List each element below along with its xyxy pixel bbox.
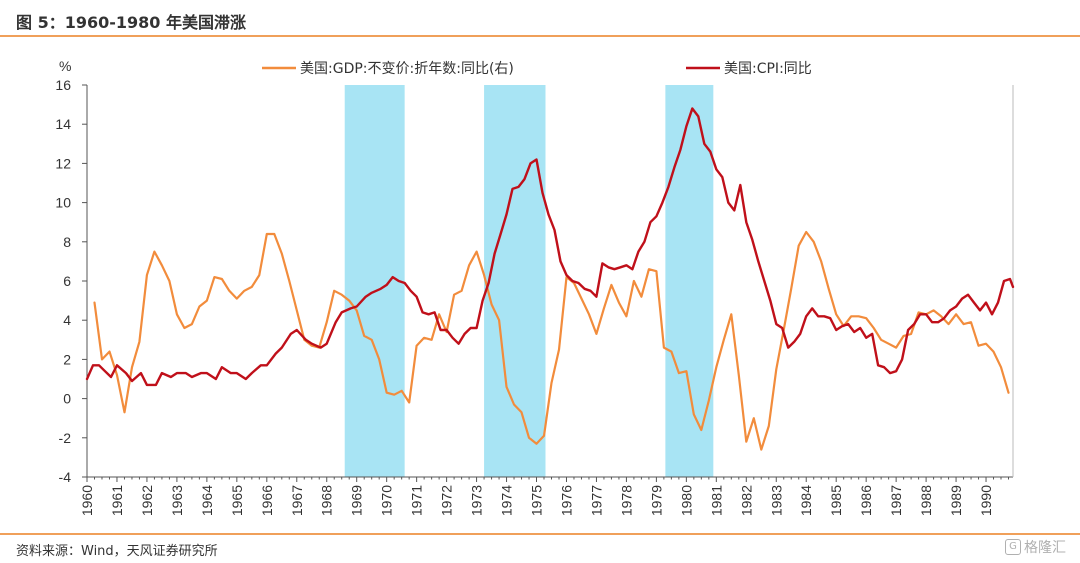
watermark-logo-icon: G (1005, 539, 1021, 555)
x-tick-label: 1971 (409, 485, 425, 516)
legend: 美国:GDP:不变价:折年数:同比(右) 美国:CPI:同比 (262, 61, 812, 77)
y-tick-label: 14 (55, 116, 71, 132)
x-tick-label: 1973 (469, 485, 485, 516)
x-tick-label: 1979 (648, 485, 664, 516)
y-tick-label: 16 (55, 77, 71, 93)
y-axis-label: % (59, 58, 71, 74)
shaded-period-2 (484, 85, 546, 477)
y-tick-label: 2 (63, 351, 71, 367)
x-tick-label: 1988 (918, 485, 934, 516)
x-tick-label: 1986 (858, 485, 874, 516)
y-tick-label: -4 (59, 469, 72, 485)
x-tick-label: 1962 (139, 485, 155, 516)
axes: % -4 -2 0 2 4 6 8 10 12 14 16 1960 1961 1962 1963 1964 19… (55, 58, 1014, 516)
x-tick-label: 1969 (349, 485, 365, 516)
y-tick-label: 0 (63, 391, 71, 407)
watermark: G 格隆汇 (1005, 537, 1066, 557)
legend-label-gdp: 美国:GDP:不变价:折年数:同比(右) (300, 61, 514, 77)
title-rule (0, 35, 1080, 37)
watermark-text: 格隆汇 (1024, 540, 1066, 556)
x-tick-label: 1974 (499, 485, 515, 516)
y-tick-label: 4 (63, 312, 71, 328)
x-tick-label: 1965 (229, 485, 245, 516)
x-tick-label: 1961 (109, 485, 125, 516)
legend-label-cpi: 美国:CPI:同比 (724, 61, 812, 77)
gdp-series-line (93, 230, 1010, 451)
x-tick-label: 1960 (79, 485, 95, 516)
footer-rule (0, 533, 1080, 535)
x-tick-label: 1970 (379, 485, 395, 516)
source-note: 资料来源：Wind，天风证券研究所 (16, 544, 218, 559)
x-tick-label: 1967 (289, 485, 305, 516)
x-tick-label: 1981 (708, 485, 724, 516)
x-tick-label: 1964 (199, 485, 215, 516)
series (85, 107, 1015, 451)
x-tick-label: 1966 (259, 485, 275, 516)
x-tick-label: 1983 (768, 485, 784, 516)
cpi-series-line (85, 107, 1015, 387)
y-tick-label: -2 (59, 430, 72, 446)
shaded-period-3 (665, 85, 714, 477)
x-tick-label: 1968 (319, 485, 335, 516)
shaded-period-1 (344, 85, 405, 477)
y-tick-label: 8 (63, 234, 71, 250)
y-tick-label: 12 (55, 155, 71, 171)
x-tick-label: 1987 (888, 485, 904, 516)
x-tick-label: 1978 (618, 485, 634, 516)
stagflation-line-chart: % -4 -2 0 2 4 6 8 10 12 14 16 1960 1961 1962 1963 1964 19… (55, 58, 1015, 516)
y-tick-label: 10 (55, 195, 71, 211)
y-tick-label: 6 (63, 273, 71, 289)
x-tick-label: 1977 (588, 485, 604, 516)
x-tick-label: 1980 (678, 485, 694, 516)
recession-shading (344, 85, 714, 477)
x-tick-label: 1982 (738, 485, 754, 516)
x-tick-label: 1972 (439, 485, 455, 516)
x-tick-label: 1990 (978, 485, 994, 516)
x-tick-label: 1975 (529, 485, 545, 516)
x-tick-label: 1963 (169, 485, 185, 516)
figure-title: 图 5：1960-1980 年美国滞涨 (16, 13, 246, 32)
x-tick-label: 1976 (558, 485, 574, 516)
x-tick-label: 1989 (948, 485, 964, 516)
x-tick-label: 1984 (798, 485, 814, 516)
x-tick-label: 1985 (828, 485, 844, 516)
